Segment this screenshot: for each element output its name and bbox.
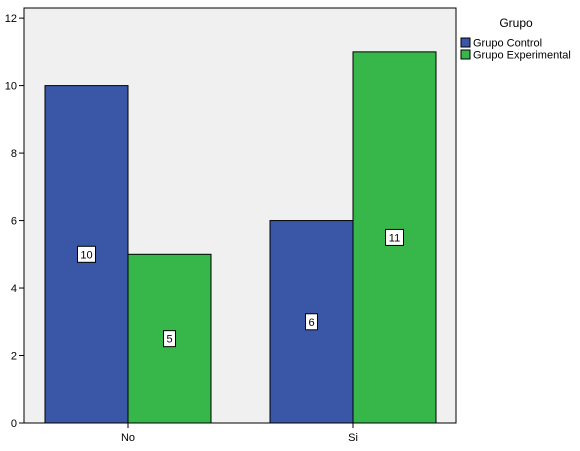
legend-title: Grupo (499, 16, 533, 30)
legend-entry-label: Grupo Control (473, 38, 542, 50)
y-tick-label: 6 (11, 216, 17, 228)
x-tick-label: Si (348, 432, 358, 444)
data-label-box (77, 245, 96, 263)
data-label: 6 (308, 317, 314, 329)
y-tick-label: 8 (11, 148, 17, 160)
data-label-box (163, 330, 176, 348)
y-tick-label: 4 (11, 283, 17, 295)
data-label-box (385, 228, 404, 246)
data-label: 11 (389, 232, 400, 244)
legend-entry-label: Grupo Experimental (473, 50, 571, 62)
y-tick-label: 2 (11, 351, 17, 363)
x-tick-label: No (121, 432, 135, 444)
y-tick-label: 10 (5, 81, 17, 93)
legend-swatch (460, 49, 471, 60)
data-label: 10 (80, 249, 92, 261)
data-label: 5 (166, 334, 172, 346)
y-tick-label: 0 (11, 418, 17, 430)
legend-swatch (460, 37, 471, 48)
y-tick-label: 12 (5, 13, 17, 25)
data-label-box (305, 313, 318, 331)
